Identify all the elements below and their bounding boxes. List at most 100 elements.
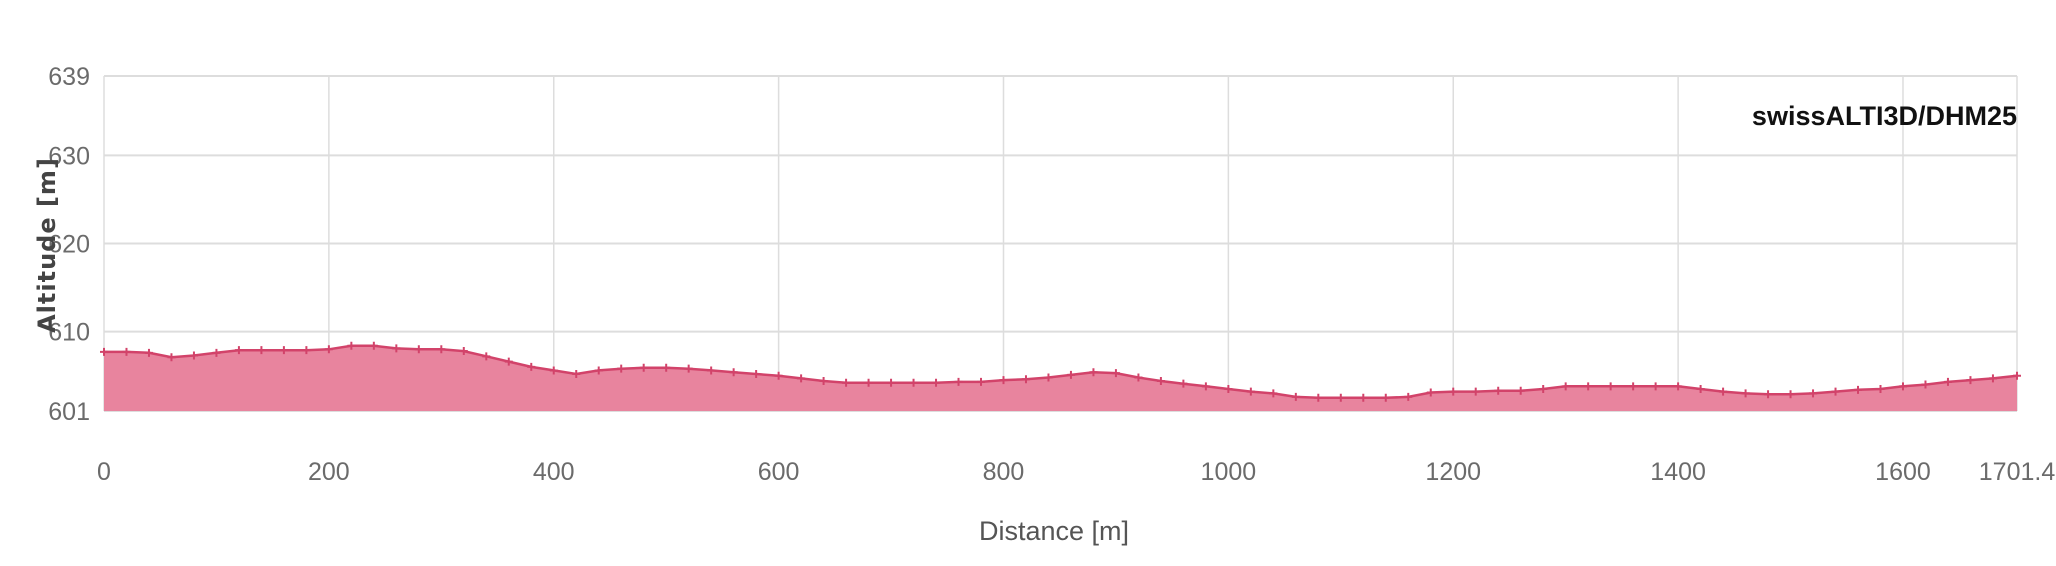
data-point-marker	[234, 346, 243, 355]
data-point-marker	[1449, 387, 1458, 396]
data-point-marker	[1561, 382, 1570, 391]
y-tick-label: 620	[48, 231, 90, 259]
data-point-marker	[2013, 371, 2021, 380]
data-point-marker	[144, 348, 153, 357]
y-tick-label: 630	[48, 142, 90, 170]
data-point-marker	[1943, 377, 1952, 386]
data-point-marker	[1809, 389, 1818, 398]
data-point-marker	[774, 371, 783, 380]
data-point-marker	[257, 346, 266, 355]
y-tick-label: 639	[48, 63, 90, 91]
data-point-marker	[1696, 384, 1705, 393]
data-point-marker	[752, 369, 761, 378]
data-point-marker	[1516, 386, 1525, 395]
data-point-marker	[729, 368, 738, 377]
data-point-marker	[167, 353, 176, 362]
data-point-marker	[1134, 373, 1143, 382]
x-tick-label: 1400	[1650, 458, 1706, 486]
data-point-marker	[1044, 373, 1053, 382]
data-point-marker	[1584, 382, 1593, 391]
data-point-marker	[1674, 382, 1683, 391]
data-point-marker	[1246, 387, 1255, 396]
x-tick-label: 200	[308, 458, 350, 486]
data-point-marker	[662, 363, 671, 372]
data-point-marker	[437, 345, 446, 354]
data-point-marker	[482, 352, 491, 361]
data-point-marker	[1898, 382, 1907, 391]
x-axis-ticks: 0 200 400 600 800 1000 1200 1400 1600 1701.4	[97, 458, 2055, 486]
x-tick-label: 1600	[1875, 458, 1931, 486]
data-point-marker	[122, 347, 131, 356]
data-point-marker	[1966, 376, 1975, 385]
y-axis-title: Altitude [m]	[33, 157, 61, 333]
data-point-marker	[594, 366, 603, 375]
data-point-marker	[954, 377, 963, 386]
data-point-marker	[189, 351, 198, 360]
data-point-marker	[1066, 370, 1075, 379]
data-point-marker	[887, 378, 896, 387]
data-point-marker	[1336, 393, 1345, 402]
data-point-marker	[302, 346, 311, 355]
data-point-marker	[842, 378, 851, 387]
data-point-marker	[1359, 393, 1368, 402]
data-point-marker	[617, 364, 626, 373]
data-point-marker	[1111, 369, 1120, 378]
data-point-marker	[1381, 393, 1390, 402]
y-tick-label: 601	[48, 398, 90, 426]
data-point-marker	[549, 366, 558, 375]
data-point-marker	[392, 344, 401, 353]
data-point-marker	[1719, 387, 1728, 396]
data-point-marker	[1606, 382, 1615, 391]
data-point-marker	[999, 376, 1008, 385]
data-point-marker	[1494, 386, 1503, 395]
data-point-marker	[1629, 382, 1638, 391]
data-point-marker	[1651, 382, 1660, 391]
data-point-marker	[212, 348, 221, 357]
x-tick-label: 800	[983, 458, 1025, 486]
data-point-marker	[707, 366, 716, 375]
data-point-marker	[684, 364, 693, 373]
data-point-marker	[1764, 390, 1773, 399]
data-point-marker	[932, 378, 941, 387]
x-tick-label: 400	[533, 458, 575, 486]
data-point-marker	[100, 347, 108, 356]
data-point-marker	[324, 345, 333, 354]
x-tick-label: 1200	[1425, 458, 1481, 486]
x-tick-label: 600	[758, 458, 800, 486]
x-axis-title: Distance [m]	[979, 516, 1129, 546]
data-point-marker	[527, 362, 536, 371]
data-point-marker	[977, 377, 986, 386]
data-point-marker	[1224, 384, 1233, 393]
data-point-markers	[100, 341, 2021, 402]
data-point-marker	[1741, 389, 1750, 398]
data-point-marker	[1426, 388, 1435, 397]
data-point-marker	[1404, 392, 1413, 401]
data-point-marker	[1831, 387, 1840, 396]
x-tick-label: 1701.4	[1979, 458, 2056, 486]
data-point-marker	[1201, 382, 1210, 391]
data-point-marker	[819, 377, 828, 386]
data-point-marker	[1089, 368, 1098, 377]
data-point-marker	[572, 369, 581, 378]
data-point-marker	[639, 363, 648, 372]
data-point-marker	[797, 374, 806, 383]
data-point-marker	[1471, 387, 1480, 396]
data-point-marker	[1786, 390, 1795, 399]
data-point-marker	[1291, 392, 1300, 401]
data-point-marker	[1314, 393, 1323, 402]
data-point-marker	[1179, 379, 1188, 388]
data-point-marker	[1021, 375, 1030, 384]
data-point-marker	[369, 341, 378, 350]
y-axis-ticks: 601 610 620 630 639	[48, 63, 90, 426]
data-point-marker	[1876, 384, 1885, 393]
data-point-marker	[864, 378, 873, 387]
x-tick-label: 1000	[1201, 458, 1257, 486]
y-tick-label: 610	[48, 319, 90, 347]
data-point-marker	[279, 346, 288, 355]
data-point-marker	[1988, 374, 1997, 383]
altitude-area	[104, 345, 2017, 411]
data-point-marker	[1921, 380, 1930, 389]
data-point-marker	[1156, 377, 1165, 386]
data-point-marker	[909, 378, 918, 387]
data-point-marker	[504, 357, 513, 366]
